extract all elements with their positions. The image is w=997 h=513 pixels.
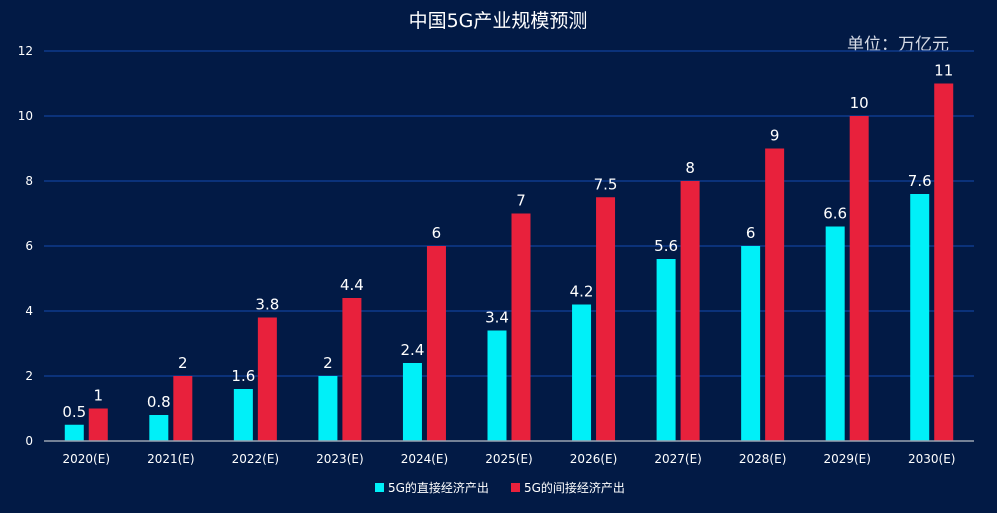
legend-swatch <box>375 483 384 492</box>
data-label: 4.2 <box>570 283 594 301</box>
data-label: 9 <box>770 127 780 145</box>
y-tick-label: 6 <box>25 239 33 253</box>
y-axis-ticks: 0 2 4 6 8 10 12 <box>18 44 33 448</box>
data-label: 0.8 <box>147 393 171 411</box>
data-label: 7.5 <box>594 175 618 193</box>
data-label: 11 <box>934 62 953 80</box>
bar-indirect-2023(E)[interactable] <box>342 298 362 441</box>
unit-label: 单位：万亿元 <box>847 35 949 55</box>
bar-direct-2030(E)[interactable] <box>910 194 930 441</box>
legend-label: 5G的直接经济产出 <box>388 480 489 495</box>
bar-direct-2020(E)[interactable] <box>64 424 84 441</box>
y-tick-label: 2 <box>25 369 33 383</box>
bar-direct-2021(E)[interactable] <box>149 415 169 441</box>
data-label: 2 <box>178 354 188 372</box>
bar-direct-2029(E)[interactable] <box>825 226 845 442</box>
bar-indirect-2030(E)[interactable] <box>934 83 954 442</box>
bar-indirect-2022(E)[interactable] <box>257 317 277 442</box>
x-tick-label: 2028(E) <box>739 452 786 466</box>
x-tick-label: 2022(E) <box>232 452 279 466</box>
data-label: 6 <box>746 224 756 242</box>
data-label: 3.8 <box>255 296 279 314</box>
data-label: 7 <box>516 192 526 210</box>
data-label: 3.4 <box>485 309 509 327</box>
x-tick-label: 2025(E) <box>485 452 532 466</box>
legend-swatch <box>511 483 520 492</box>
data-label: 0.5 <box>62 403 86 421</box>
data-label: 6 <box>432 224 442 242</box>
x-axis-ticks: 2020(E) 2021(E) 2022(E) 2023(E) 2024(E) 2025(… <box>63 452 956 466</box>
data-label: 5.6 <box>654 237 678 255</box>
data-label: 4.4 <box>340 276 364 294</box>
bar-indirect-2028(E)[interactable] <box>765 148 785 442</box>
x-tick-label: 2021(E) <box>147 452 194 466</box>
chart-title: 中国5G产业规模预测 <box>409 10 588 32</box>
bar-indirect-2020(E)[interactable] <box>88 408 108 442</box>
gridlines <box>44 50 974 377</box>
bar-direct-2027(E)[interactable] <box>656 259 676 441</box>
data-labels: 0.5 1 0.8 2 1.6 3.8 2 4.4 2.4 6 3.4 7 4.2 7.5 5.6 8 6 9 6.… <box>62 62 953 421</box>
data-label: 6.6 <box>823 205 847 223</box>
bar-direct-2022(E)[interactable] <box>233 389 253 441</box>
x-tick-label: 2026(E) <box>570 452 617 466</box>
bar-direct-2024(E)[interactable] <box>402 363 422 441</box>
data-label: 7.6 <box>908 172 932 190</box>
y-tick-label: 0 <box>25 434 33 448</box>
x-tick-label: 2023(E) <box>316 452 363 466</box>
legend[interactable]: 5G的直接经济产出 5G的间接经济产出 <box>375 480 625 495</box>
y-tick-label: 4 <box>25 304 33 318</box>
bar-indirect-2026(E)[interactable] <box>596 197 616 441</box>
x-tick-label: 2027(E) <box>654 452 701 466</box>
bar-direct-2023(E)[interactable] <box>318 376 338 441</box>
y-tick-label: 8 <box>25 174 33 188</box>
y-tick-label: 10 <box>18 109 33 123</box>
bar-indirect-2027(E)[interactable] <box>680 181 700 441</box>
bar-direct-2025(E)[interactable] <box>487 330 507 442</box>
data-label: 8 <box>685 159 695 177</box>
legend-item-indirect[interactable]: 5G的间接经济产出 <box>511 480 625 495</box>
legend-label: 5G的间接经济产出 <box>524 480 625 495</box>
data-label: 2 <box>323 354 333 372</box>
bar-indirect-2029(E)[interactable] <box>849 116 869 441</box>
x-tick-label: 2030(E) <box>908 452 955 466</box>
legend-item-direct[interactable]: 5G的直接经济产出 <box>375 480 489 495</box>
data-label: 1.6 <box>231 367 255 385</box>
x-tick-label: 2024(E) <box>401 452 448 466</box>
bar-direct-2026(E)[interactable] <box>572 304 592 442</box>
bar-direct-2028(E)[interactable] <box>741 246 761 441</box>
x-tick-label: 2029(E) <box>823 452 870 466</box>
bar-indirect-2024(E)[interactable] <box>426 246 446 441</box>
data-label: 10 <box>850 94 869 112</box>
bar-indirect-2025(E)[interactable] <box>511 213 531 442</box>
x-tick-label: 2020(E) <box>63 452 110 466</box>
y-tick-label: 12 <box>18 44 33 58</box>
bars <box>64 83 954 442</box>
data-label: 1 <box>93 387 103 405</box>
bar-indirect-2021(E)[interactable] <box>173 376 193 441</box>
data-label: 2.4 <box>401 341 425 359</box>
